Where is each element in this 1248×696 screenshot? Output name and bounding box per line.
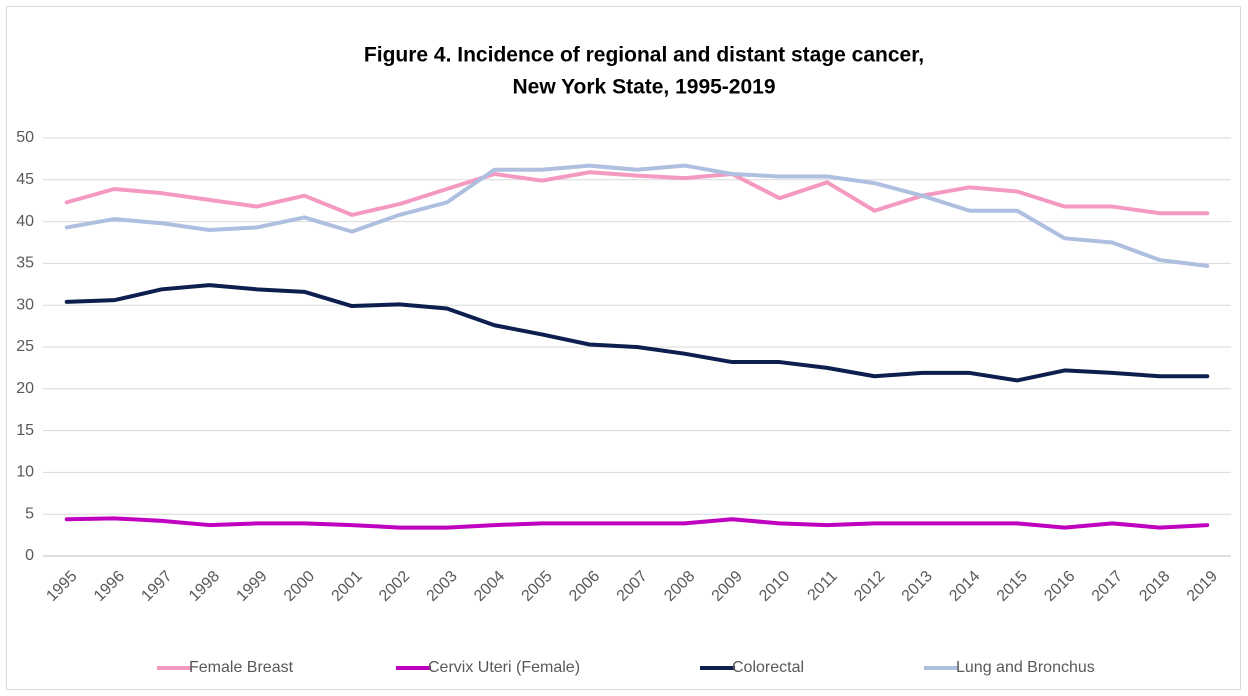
series-line: [64, 516, 1210, 530]
y-tick-label: 45: [16, 171, 34, 188]
series-line: [64, 283, 1210, 383]
series-line: [64, 170, 1210, 217]
y-tick-label: 30: [16, 296, 34, 313]
chart-title: Figure 4. Incidence of regional and dist…: [364, 44, 924, 67]
legend-label: Lung and Bronchus: [956, 659, 1095, 676]
y-tick-label: 50: [16, 129, 34, 146]
y-tick-label: 0: [25, 547, 34, 564]
y-tick-label: 10: [16, 464, 34, 481]
y-tick-label: 20: [16, 380, 34, 397]
legend-label: Colorectal: [732, 659, 804, 676]
series-line: [64, 163, 1210, 268]
y-tick-label: 5: [25, 505, 34, 522]
y-tick-label: 40: [16, 213, 34, 230]
legend-label: Female Breast: [189, 659, 294, 676]
legend-label: Cervix Uteri (Female): [428, 659, 580, 676]
y-tick-label: 15: [16, 422, 34, 439]
chart-title: New York State, 1995-2019: [512, 76, 775, 99]
y-tick-label: 25: [16, 338, 34, 355]
y-tick-label: 35: [16, 255, 34, 272]
